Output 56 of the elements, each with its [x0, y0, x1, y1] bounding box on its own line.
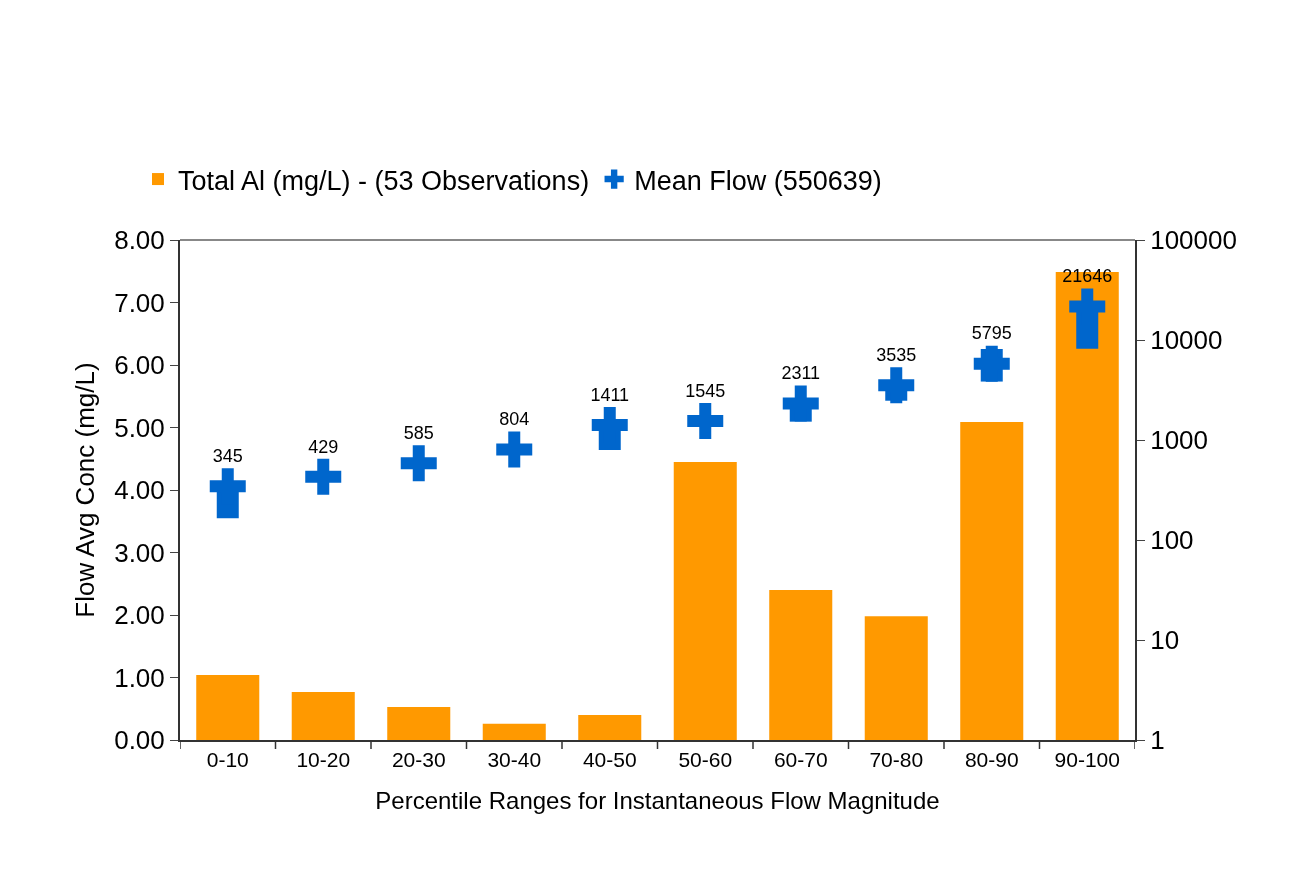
- bar: [387, 706, 451, 740]
- bar: [864, 616, 928, 740]
- y-tick-label: 5.00: [114, 412, 165, 443]
- point: [496, 431, 533, 468]
- x-tick-label: 60-70: [773, 748, 828, 772]
- bar: [482, 723, 546, 740]
- y2-tick-label: 1000: [1150, 425, 1209, 456]
- point: [973, 345, 1010, 382]
- data-label: 2311: [781, 363, 821, 384]
- y2-tick-label: 1: [1150, 725, 1165, 756]
- bar: [578, 715, 642, 740]
- y-tick-label: 6.00: [114, 350, 165, 381]
- legend-label: Mean Flow (550639): [634, 165, 882, 196]
- x-tick-label: 30-40: [487, 748, 542, 772]
- bar: [196, 675, 260, 740]
- x-tick-label: 10-20: [296, 748, 351, 772]
- y-tick-label: 3.00: [114, 537, 165, 568]
- y-tick-label: 0.00: [114, 725, 165, 756]
- y2-tick-label: 100: [1150, 525, 1194, 556]
- x-axis-title: Percentile Ranges for Instantaneous Flow Magnitude: [375, 787, 940, 814]
- data-label: 5795: [971, 323, 1012, 344]
- y-tick-label: 7.00: [114, 287, 165, 318]
- x-tick-label: 40-50: [582, 748, 637, 772]
- data-label: 3535: [876, 344, 917, 365]
- bar: [1055, 271, 1119, 740]
- y2-tick-label: 10000: [1150, 325, 1223, 356]
- data-label: 429: [308, 436, 339, 457]
- x-tick-label: 90-100: [1054, 748, 1120, 772]
- bar: [960, 421, 1024, 740]
- x-tick-label: 80-90: [964, 748, 1019, 772]
- point: [782, 385, 819, 422]
- y-axis-title: Flow Avg Conc (mg/L): [70, 362, 101, 618]
- bar: [291, 691, 355, 740]
- x-tick-label: 50-60: [678, 748, 733, 772]
- x-tick-label: 20-30: [391, 748, 446, 772]
- data-label: 585: [403, 423, 434, 444]
- y2-tick-label: 100000: [1150, 225, 1237, 256]
- y-tick-label: 1.00: [114, 662, 165, 693]
- x-tick-label: 0-10: [206, 748, 249, 772]
- point: [305, 458, 342, 495]
- x-tick-label: 70-80: [869, 748, 924, 772]
- y-tick-label: 4.00: [114, 475, 165, 506]
- point: [878, 367, 915, 404]
- data-label: 804: [499, 409, 530, 430]
- y-tick-label: 2.00: [114, 600, 165, 631]
- bar: [769, 590, 833, 740]
- y-tick-label: 8.00: [114, 225, 165, 256]
- y2-tick-label: 10: [1150, 625, 1180, 656]
- data-label: 1411: [590, 384, 630, 405]
- data-label: 21646: [1062, 266, 1113, 287]
- point: [400, 445, 437, 482]
- point: [687, 403, 724, 440]
- data-label: 1545: [685, 380, 726, 401]
- legend-label: Total Al (mg/L) - (53 Observations): [177, 165, 590, 196]
- data-label: 345: [212, 445, 243, 466]
- bar: [673, 461, 737, 740]
